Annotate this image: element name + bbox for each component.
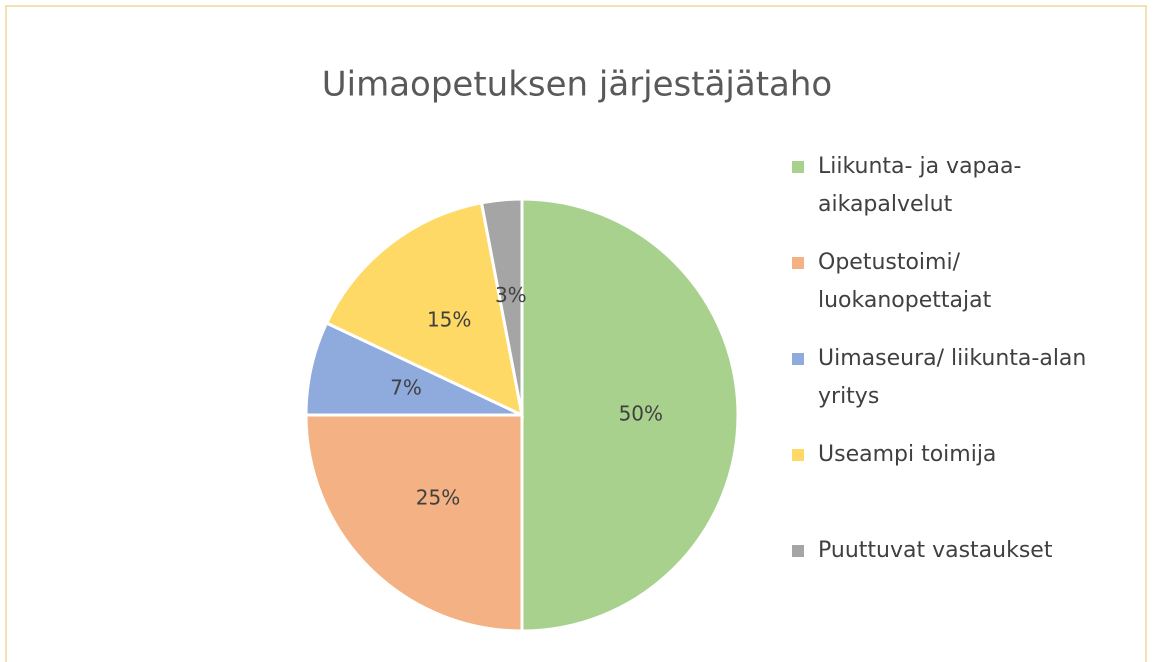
legend-swatch: [792, 449, 804, 461]
legend-item: Uimaseura/ liikunta-alan yritys: [792, 340, 1092, 436]
legend-swatch: [792, 545, 804, 557]
pie-slice: [479, 197, 524, 416]
legend-item: Useampi toimija: [792, 436, 1092, 532]
legend-swatch: [792, 257, 804, 269]
legend-label: Liikunta- ja vapaa-aikapalvelut: [818, 154, 1022, 217]
pie-slice: [324, 201, 525, 418]
legend-label: Uimaseura/ liikunta-alan yritys: [818, 346, 1087, 409]
data-label: 50%: [619, 402, 663, 426]
legend-item: Opetustoimi/ luokanopettajat: [792, 244, 1092, 340]
data-label: 7%: [390, 376, 422, 400]
pie-slice: [304, 413, 524, 633]
legend: Liikunta- ja vapaa-aikapalvelut Opetustoi…: [792, 148, 1092, 628]
data-label: 25%: [416, 486, 460, 510]
legend-item: Puuttuvat vastaukset: [792, 532, 1092, 628]
chart-frame: [5, 5, 1147, 662]
legend-label: Opetustoimi/ luokanopettajat: [818, 250, 992, 313]
legend-swatch: [792, 353, 804, 365]
legend-swatch: [792, 161, 804, 173]
legend-item: Liikunta- ja vapaa-aikapalvelut: [792, 148, 1092, 244]
data-label: 15%: [427, 308, 471, 332]
chart-title: Uimaopetuksen järjestäjätaho: [322, 65, 832, 105]
legend-label: Useampi toimija: [818, 442, 997, 467]
data-label: 3%: [495, 283, 527, 307]
legend-label: Puuttuvat vastaukset: [818, 538, 1053, 563]
pie-slice: [520, 197, 740, 633]
